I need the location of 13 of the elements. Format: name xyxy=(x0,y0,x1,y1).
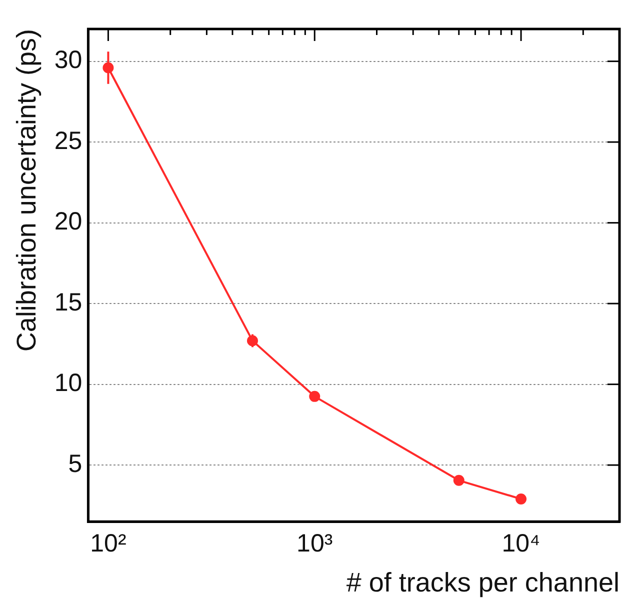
y-tick-label: 25 xyxy=(54,126,82,155)
y-tick-label: 15 xyxy=(54,288,82,316)
y-axis-title: Calibration uncertainty (ps) xyxy=(12,29,42,352)
point xyxy=(309,390,320,402)
point xyxy=(516,493,527,504)
y-tick-label: 10 xyxy=(54,369,82,398)
y-tick-label: 5 xyxy=(68,450,82,478)
x-tick-label: 10³ xyxy=(296,529,333,558)
y-tick-label: 30 xyxy=(54,46,82,74)
x-tick-label: 10² xyxy=(90,529,126,558)
x-tick-label: 10⁴ xyxy=(502,529,540,558)
x-axis-title: # of tracks per channel xyxy=(346,567,620,598)
y-tick-label: 20 xyxy=(54,208,82,236)
